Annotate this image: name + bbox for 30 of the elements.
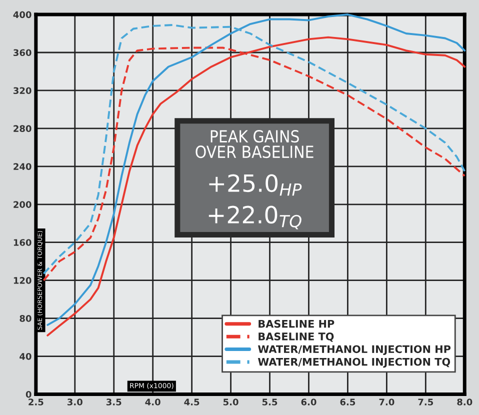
y-tick-label: 200 <box>14 201 32 208</box>
y-tick-label: 320 <box>14 87 32 94</box>
x-tick-label: 6.5 <box>340 398 356 406</box>
legend-label: BASELINE TQ <box>258 332 334 342</box>
x-tick-label: 8.0 <box>457 398 472 406</box>
x-tick-label: 5.5 <box>262 398 278 406</box>
y-tick-label: 0 <box>26 390 32 398</box>
annotation: +22.0$_{TQ}$ <box>208 206 302 230</box>
y-tick-label: 240 <box>14 163 32 170</box>
x-tick-label: 5.0 <box>223 398 238 406</box>
legend-label: WATER/METHANOL INJECTION TQ <box>258 358 450 368</box>
x-tick-label: 6.0 <box>301 398 316 406</box>
x-tick-label: 3.5 <box>106 398 122 406</box>
y-tick-label: 120 <box>14 277 32 284</box>
y-tick-label: 360 <box>14 49 32 56</box>
legend-label: BASELINE HP <box>258 320 334 328</box>
x-tick-label: 4.0 <box>145 398 160 406</box>
x-tick-label: 7.5 <box>418 398 434 406</box>
y-tick-label: 160 <box>14 239 32 246</box>
x-tick-label: 4.5 <box>184 398 200 406</box>
x-tick-label: 2.5 <box>28 398 44 406</box>
annotation: PEAK GAINS OVER BASELINE <box>196 130 314 158</box>
y-tick-label: 40 <box>20 353 32 360</box>
x-tick-label: 7.0 <box>379 398 394 406</box>
legend-label: WATER/METHANOL INJECTION HP <box>258 345 451 356</box>
x-tick-label: 3.0 <box>68 398 82 406</box>
y-tick-label: 280 <box>14 125 32 132</box>
annotation: +25.0$_{HP}$ <box>209 174 302 196</box>
y-tick-label: 80 <box>20 315 32 322</box>
y-tick-label: 400 <box>13 11 32 18</box>
